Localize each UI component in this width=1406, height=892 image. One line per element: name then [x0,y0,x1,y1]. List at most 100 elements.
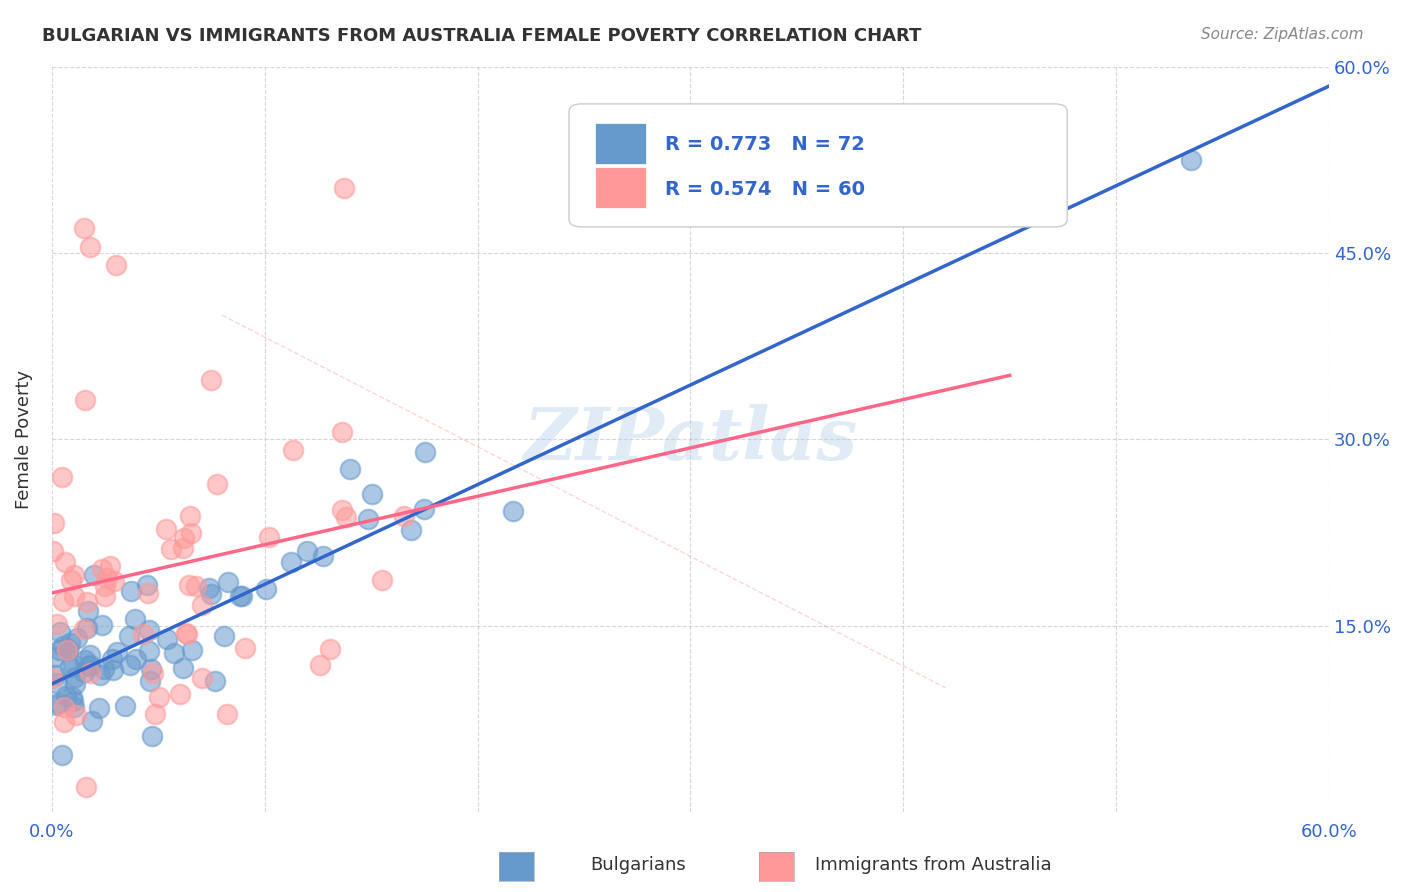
Point [173,531,195,545]
Point [59,659,82,673]
Point [138,673,160,688]
Point [56,643,79,657]
Point [136,578,159,592]
Point [125,652,148,666]
FancyBboxPatch shape [595,122,645,163]
Point [138,624,160,638]
Point [124,611,146,625]
Point [44,668,66,682]
Point [105,645,128,659]
Point [132,626,155,640]
Point [79,648,101,663]
Point [56,642,79,657]
Point [45,698,67,712]
Point [412,502,434,516]
Point [53,715,76,730]
Point [179,508,201,523]
Point [46,696,69,710]
Point [155,522,177,536]
Point [56,643,79,657]
Point [53,700,76,714]
Point [45,676,67,690]
Point [60,690,83,704]
Point [77,604,100,618]
Point [163,646,186,660]
Point [136,586,159,600]
Point [1180,153,1202,167]
Text: R = 0.773   N = 72: R = 0.773 N = 72 [665,136,865,154]
Point [205,477,228,491]
Point [180,642,202,657]
Point [141,729,163,743]
Point [172,541,194,556]
Point [399,523,422,537]
Point [66,631,89,645]
Point [141,662,163,676]
Point [59,574,82,588]
Point [51,747,73,762]
Point [160,541,183,556]
Point [48,643,70,657]
Point [75,653,97,667]
Point [257,530,280,544]
Point [120,584,142,599]
Point [228,589,250,603]
Point [156,632,179,647]
Point [65,677,87,691]
Point [200,587,222,601]
Point [79,665,101,680]
Point [55,555,77,569]
Point [42,516,65,531]
Point [204,673,226,688]
Point [62,700,84,714]
Point [142,666,165,681]
Point [330,503,353,517]
Point [413,445,436,459]
Point [51,469,73,483]
Point [357,511,380,525]
Point [41,671,63,685]
Point [42,544,65,558]
Point [46,617,69,632]
Point [75,780,97,795]
Point [312,549,335,563]
Text: BULGARIAN VS IMMIGRANTS FROM AUSTRALIA FEMALE POVERTY CORRELATION CHART: BULGARIAN VS IMMIGRANTS FROM AUSTRALIA F… [42,27,921,45]
Text: ZIPatlas: ZIPatlas [523,404,858,475]
Text: Source: ZipAtlas.com: Source: ZipAtlas.com [1201,27,1364,42]
Point [101,652,124,666]
Point [117,630,139,644]
Point [186,579,208,593]
Point [200,373,222,387]
Point [143,706,166,721]
Point [73,221,96,235]
Point [49,624,72,639]
Point [212,629,235,643]
Point [103,663,125,677]
Point [76,595,98,609]
Point [177,578,200,592]
Point [180,526,202,541]
FancyBboxPatch shape [569,103,1067,227]
Point [118,657,141,672]
Point [333,180,356,194]
Point [191,599,214,613]
Point [361,487,384,501]
Point [174,626,197,640]
Text: R = 0.574   N = 60: R = 0.574 N = 60 [665,180,865,199]
Point [83,568,105,582]
Point [76,621,98,635]
Point [62,694,84,708]
Point [52,640,75,654]
Point [79,658,101,673]
Point [394,508,416,523]
Point [87,701,110,715]
Point [138,644,160,658]
Point [55,689,77,703]
Point [93,590,115,604]
Point [339,462,361,476]
Point [63,589,86,603]
Point [217,574,239,589]
Point [297,544,319,558]
Point [63,567,86,582]
Point [176,627,198,641]
